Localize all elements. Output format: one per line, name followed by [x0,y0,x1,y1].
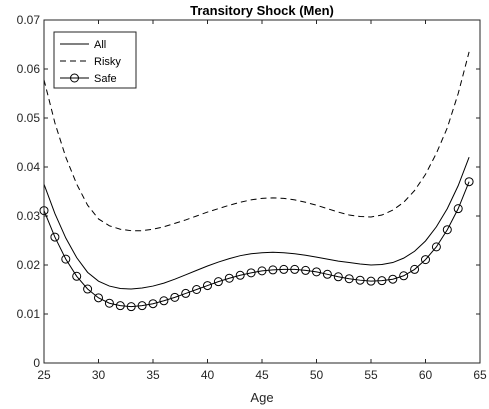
data-point-safe [257,266,267,276]
data-point-safe [333,272,343,282]
series-line-risky [43,51,470,232]
data-point-safe [399,271,409,281]
x-tick-label: 45 [255,368,269,382]
data-point-safe [312,267,321,277]
data-point-safe [203,281,212,291]
legend-label-all: All [94,39,106,51]
legend-box [53,31,137,89]
x-tick-label: 65 [473,368,487,382]
data-point-safe [421,255,430,265]
series-line-all [43,157,470,290]
data-point-safe [126,302,136,312]
data-point-safe [464,177,474,187]
data-point-safe [377,276,387,286]
data-point-safe [268,265,278,275]
y-tick-label: 0.05 [17,111,41,125]
x-axis-label: Age [250,390,273,405]
data-point-safe [181,288,191,298]
data-point-safe [104,298,114,308]
data-point-safe [72,271,82,281]
x-tick-label: 50 [310,368,324,382]
y-tick-label: 0.02 [17,258,41,272]
data-point-safe [224,273,234,283]
data-point-safe [344,274,354,284]
x-tick-label: 25 [37,368,51,382]
data-point-safe [61,254,71,264]
x-tick-label: 55 [364,368,378,382]
data-point-safe [83,284,93,294]
legend-label-risky: Risky [94,56,121,68]
legend: All Risky Safe [53,31,137,89]
data-point-safe [366,276,376,286]
data-point-safe [170,292,180,302]
x-tick-label: 40 [201,368,215,382]
x-tick-label: 30 [92,368,106,382]
x-tick-label: 35 [146,368,160,382]
ticks-layer: 25 30 35 40 45 50 55 60 65 0 0.01 0.02 0.03 0.04 0.05 0… [17,13,487,382]
y-tick-label: 0.01 [17,307,41,321]
data-point-safe [410,264,420,274]
data-point-safe [213,277,223,287]
data-point-safe [192,285,202,294]
data-point-safe [148,299,158,309]
chart-title: Transitory Shock (Men) [190,3,334,18]
data-point-safe [301,265,311,275]
data-point-safe [322,269,332,279]
plot-frame [43,19,481,364]
data-point-safe [115,301,125,311]
data-point-safe [431,242,441,252]
y-tick-label: 0.04 [17,160,41,174]
data-point-safe [159,296,169,306]
legend-label-safe: Safe [94,73,117,85]
data-point-safe [235,270,245,280]
y-tick-label: 0.06 [17,62,41,76]
series-line-safe [43,181,470,308]
data-point-safe [453,204,463,214]
data-point-safe [355,275,365,285]
x-tick-label: 60 [419,368,433,382]
y-tick-label: 0 [33,356,40,370]
data-point-safe [442,225,452,235]
series-layer [39,51,474,312]
data-point-safe [246,268,256,278]
data-point-safe [290,264,300,274]
data-point-safe [388,274,398,284]
y-tick-label: 0.07 [17,13,41,27]
data-point-safe [50,232,60,242]
legend-marker-safe [70,73,79,83]
data-point-safe [137,301,147,311]
y-tick-label: 0.03 [17,209,41,223]
data-point-safe [94,293,103,303]
data-point-safe [279,264,289,274]
